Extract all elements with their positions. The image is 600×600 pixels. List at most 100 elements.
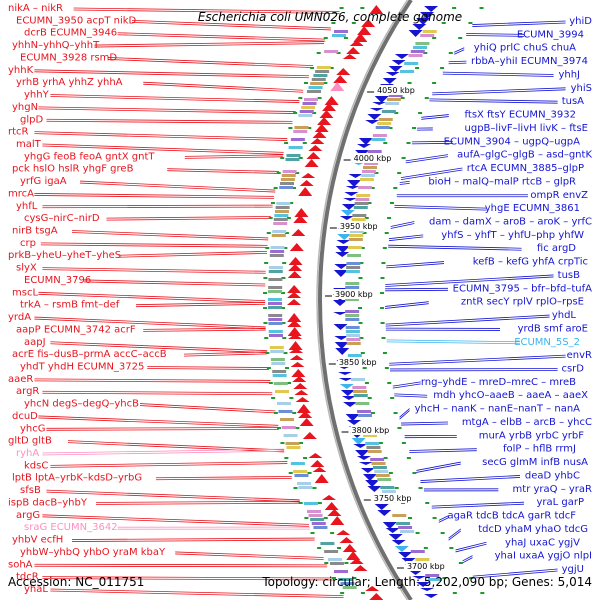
forward-gene-arrow <box>294 390 309 395</box>
cog-category-block <box>273 218 288 221</box>
label-leader-line <box>388 246 522 251</box>
label-leader-line <box>50 463 288 468</box>
forward-gene-label: yhbV ecfH <box>12 535 63 546</box>
forward-gene-label: yhgN <box>12 102 38 113</box>
forward-gene-label: yrhB yrhA yhhZ yhhA <box>16 77 123 88</box>
label-leader-line <box>117 32 326 40</box>
ring-dot <box>441 22 446 24</box>
cog-category-block <box>268 314 283 317</box>
reverse-gene-arrow <box>335 246 350 253</box>
label-leader-line <box>34 131 288 139</box>
label-leader-line <box>442 71 554 75</box>
ring-dot <box>415 532 420 534</box>
forward-gene-label: aaeR <box>8 374 33 385</box>
cog-category-block <box>396 522 411 525</box>
forward-gene-label: yhcG <box>20 423 46 434</box>
forward-gene-label: cysG–nirC–nirD <box>24 213 100 224</box>
forward-gene-label: sohA <box>8 559 33 570</box>
label-leader-line <box>416 463 461 473</box>
tick-label-bg <box>350 425 395 435</box>
label-leader-line <box>50 590 344 599</box>
cog-category-block <box>410 50 425 53</box>
reverse-gene-label: ECUMN_3795 – bfr–bfd–tufA <box>453 283 593 294</box>
ring-dot <box>284 457 289 459</box>
ring-dot <box>370 412 375 414</box>
cog-category-block <box>274 390 289 393</box>
forward-gene-arrow <box>314 474 329 483</box>
ring-dot <box>412 127 417 129</box>
label-leader-line <box>38 293 266 304</box>
label-leader-line <box>392 381 421 387</box>
cog-category-block <box>365 442 380 445</box>
ring-dot <box>337 547 342 549</box>
reverse-gene-arrow <box>388 534 403 540</box>
forward-gene-arrow <box>357 26 372 35</box>
reverse-gene-label: yhdL <box>552 310 577 321</box>
reverse-gene-arrow <box>365 120 380 124</box>
reverse-gene-label: tusB <box>558 270 580 281</box>
label-leader-line <box>385 301 429 307</box>
reverse-gene-arrow <box>334 342 349 349</box>
cog-category-block <box>268 306 283 309</box>
reverse-gene-arrow <box>360 468 375 473</box>
label-leader-line <box>409 450 477 453</box>
cog-category-block <box>400 70 415 73</box>
tick-label: 3750 kbp <box>374 494 412 503</box>
forward-gene-label: dcuD <box>12 411 38 422</box>
cog-category-block <box>375 126 390 129</box>
label-leader-line <box>401 423 449 426</box>
reverse-gene-label: rng–yhdE – mreD–mreC – mreB <box>421 377 576 388</box>
label-leader-line <box>399 408 410 418</box>
label-leader-line <box>399 410 410 420</box>
reverse-gene-arrow <box>339 384 354 389</box>
reverse-gene-label: mtgA – elbB – arcB – yhcC <box>462 417 592 428</box>
forward-gene-arrow <box>299 180 314 186</box>
forward-gene-label: aapJ <box>24 337 46 348</box>
reverse-gene-arrow <box>339 216 354 220</box>
ring-dot <box>358 277 363 279</box>
cog-category-block <box>352 386 367 389</box>
reverse-gene-arrow <box>336 240 351 244</box>
cog-category-block <box>386 98 401 101</box>
reverse-gene-arrow <box>333 300 347 306</box>
cog-category-block <box>269 254 284 257</box>
cog-category-block <box>362 166 377 169</box>
ring-dot <box>312 112 317 114</box>
cog-category-block <box>331 34 346 37</box>
forward-gene-arrow <box>287 327 302 336</box>
label-leader-line <box>50 343 268 354</box>
reverse-gene-label: rtcA ECUMN_3885–glpP <box>467 163 584 174</box>
forward-gene-arrow <box>308 145 323 151</box>
ring-dot <box>367 202 372 204</box>
label-leader-line <box>167 168 280 172</box>
cog-category-block <box>281 174 296 177</box>
genome-backbone <box>316 0 413 600</box>
label-leader-line <box>71 537 315 540</box>
forward-gene-label: ECUMN_3928 rsmD <box>20 52 117 63</box>
label-leader-line <box>50 461 288 466</box>
cog-category-block <box>271 362 286 365</box>
cog-category-block <box>354 202 369 205</box>
forward-gene-arrow <box>287 320 302 327</box>
label-leader-line <box>472 20 566 25</box>
reverse-gene-arrow <box>345 414 360 421</box>
cog-category-block <box>345 318 360 321</box>
cog-category-block <box>268 270 283 273</box>
label-leader-line <box>386 339 521 343</box>
reverse-gene-label: folP – hflB rrmJ <box>503 444 576 455</box>
ring-dot <box>394 112 399 114</box>
reverse-gene-arrow <box>391 540 406 545</box>
reverse-gene-arrow <box>340 210 355 216</box>
reverse-gene-label: mtr yraQ – yraR <box>513 484 592 495</box>
forward-gene-arrow <box>369 593 384 600</box>
label-leader-line <box>431 503 525 509</box>
forward-gene-label: yhfL <box>16 201 38 212</box>
ring-dot <box>440 532 445 534</box>
label-leader-line <box>117 34 326 42</box>
forward-gene-label: sraG ECUMN_3642 <box>24 522 118 533</box>
label-leader-line <box>34 195 275 199</box>
cog-category-block <box>281 426 296 429</box>
cog-category-block <box>377 122 392 125</box>
forward-gene-arrow <box>317 117 332 125</box>
cog-category-block <box>268 298 283 301</box>
